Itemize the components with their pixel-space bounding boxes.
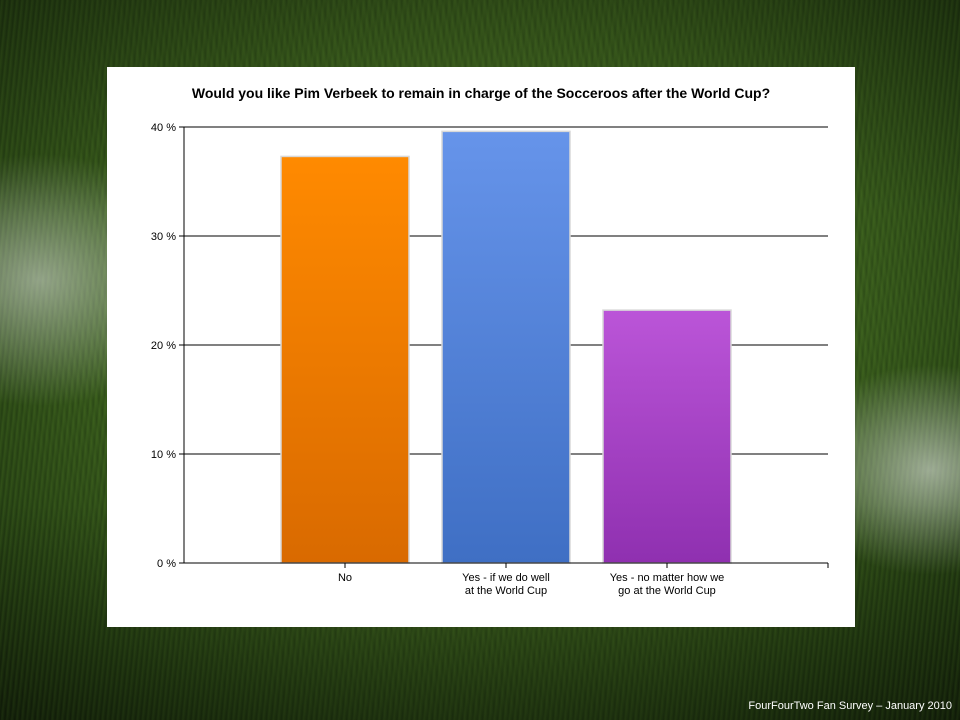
- y-tick-label: 10 %: [151, 449, 176, 461]
- x-tick-label: go at the World Cup: [618, 585, 716, 597]
- bar-chart: Would you like Pim Verbeek to remain in …: [151, 85, 829, 597]
- bar: [602, 309, 732, 564]
- x-tick-label: No: [338, 572, 352, 584]
- y-tick-label: 40 %: [151, 122, 176, 134]
- survey-source-footer: FourFourTwo Fan Survey – January 2010: [748, 700, 952, 712]
- chart-title: Would you like Pim Verbeek to remain in …: [192, 85, 770, 101]
- y-tick-label: 20 %: [151, 340, 176, 352]
- x-tick-label: at the World Cup: [465, 585, 547, 597]
- y-tick-label: 0 %: [157, 558, 176, 570]
- bar: [441, 130, 571, 564]
- x-tick-label: Yes - if we do well: [462, 572, 550, 584]
- chart-card: Would you like Pim Verbeek to remain in …: [107, 67, 855, 627]
- y-tick-label: 30 %: [151, 231, 176, 243]
- x-tick-label: Yes - no matter how we: [610, 572, 725, 584]
- bar: [280, 155, 410, 564]
